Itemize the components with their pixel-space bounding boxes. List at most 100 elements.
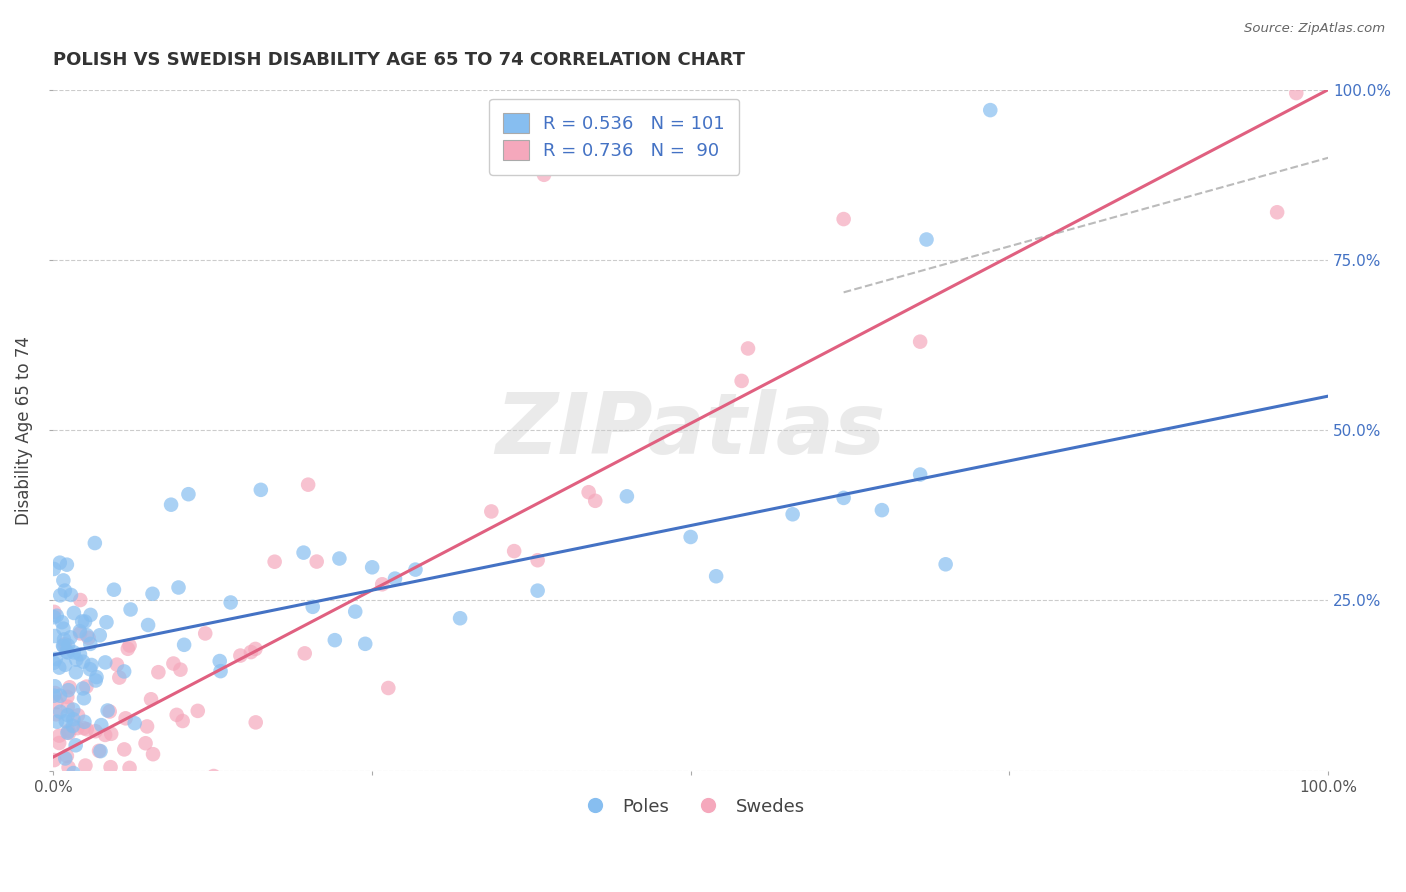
Point bbox=[42, 795, 65, 809]
Point bbox=[44, 886, 66, 892]
Point bbox=[60, 773, 83, 788]
Point bbox=[53, 780, 76, 795]
Point bbox=[105, 657, 128, 672]
Point bbox=[100, 727, 122, 741]
Point bbox=[53, 583, 76, 598]
Point bbox=[52, 640, 75, 654]
Point bbox=[229, 648, 252, 663]
Point bbox=[194, 626, 217, 640]
Point bbox=[72, 681, 94, 696]
Point bbox=[65, 653, 87, 667]
Point bbox=[62, 703, 84, 717]
Point bbox=[83, 536, 105, 550]
Point bbox=[69, 593, 91, 607]
Point bbox=[56, 558, 79, 572]
Point bbox=[142, 747, 165, 762]
Point bbox=[49, 689, 72, 703]
Point bbox=[80, 658, 103, 673]
Point bbox=[118, 761, 141, 775]
Point bbox=[72, 655, 94, 669]
Point bbox=[297, 477, 319, 491]
Point bbox=[103, 582, 125, 597]
Point bbox=[45, 652, 67, 666]
Point bbox=[56, 699, 79, 714]
Point bbox=[526, 583, 548, 598]
Point bbox=[1265, 205, 1288, 219]
Point bbox=[75, 680, 97, 694]
Point bbox=[56, 725, 79, 739]
Point bbox=[578, 485, 600, 500]
Point bbox=[166, 707, 188, 722]
Point bbox=[160, 498, 183, 512]
Point bbox=[135, 736, 157, 750]
Point bbox=[239, 645, 262, 659]
Point bbox=[51, 615, 73, 629]
Point bbox=[173, 638, 195, 652]
Point bbox=[915, 233, 938, 247]
Point bbox=[66, 708, 89, 723]
Point bbox=[42, 689, 65, 703]
Point bbox=[75, 822, 97, 837]
Point bbox=[58, 724, 80, 739]
Point bbox=[52, 639, 75, 653]
Point bbox=[152, 780, 174, 795]
Point bbox=[167, 581, 190, 595]
Point bbox=[117, 641, 139, 656]
Point bbox=[79, 637, 101, 651]
Point bbox=[136, 618, 159, 632]
Point bbox=[89, 628, 111, 642]
Point bbox=[172, 714, 194, 728]
Point bbox=[98, 705, 121, 719]
Point bbox=[935, 558, 957, 572]
Point bbox=[76, 628, 98, 642]
Point bbox=[136, 719, 159, 733]
Point bbox=[62, 712, 84, 726]
Point bbox=[65, 739, 87, 753]
Point bbox=[503, 544, 526, 558]
Point bbox=[120, 602, 142, 616]
Point bbox=[55, 803, 77, 817]
Point bbox=[162, 657, 184, 671]
Point bbox=[69, 890, 91, 892]
Point bbox=[169, 663, 191, 677]
Point bbox=[583, 493, 606, 508]
Point bbox=[526, 553, 548, 567]
Point bbox=[53, 657, 76, 672]
Point bbox=[79, 843, 101, 857]
Point bbox=[73, 691, 96, 706]
Point bbox=[704, 569, 727, 583]
Point bbox=[377, 681, 399, 695]
Point bbox=[48, 729, 70, 743]
Point bbox=[533, 168, 555, 182]
Point bbox=[69, 626, 91, 640]
Point bbox=[44, 753, 66, 767]
Point bbox=[45, 707, 67, 722]
Point bbox=[86, 670, 108, 684]
Point bbox=[60, 809, 83, 823]
Point bbox=[45, 695, 67, 709]
Text: ZIPatlas: ZIPatlas bbox=[495, 389, 886, 472]
Point bbox=[42, 610, 65, 624]
Point bbox=[202, 769, 225, 783]
Point bbox=[49, 847, 72, 861]
Point bbox=[219, 595, 242, 609]
Point bbox=[245, 715, 267, 730]
Y-axis label: Disability Age 65 to 74: Disability Age 65 to 74 bbox=[15, 335, 32, 524]
Point bbox=[62, 719, 84, 733]
Point bbox=[73, 714, 96, 729]
Point bbox=[84, 724, 107, 739]
Point bbox=[208, 654, 231, 668]
Point bbox=[100, 760, 122, 774]
Point bbox=[112, 742, 135, 756]
Point bbox=[44, 605, 66, 619]
Point bbox=[55, 644, 77, 658]
Point bbox=[177, 487, 200, 501]
Point bbox=[832, 212, 855, 227]
Point bbox=[616, 489, 638, 503]
Point bbox=[292, 546, 315, 560]
Point bbox=[60, 777, 83, 791]
Point bbox=[89, 744, 111, 758]
Point bbox=[62, 766, 84, 780]
Point bbox=[65, 773, 87, 788]
Point bbox=[56, 748, 79, 763]
